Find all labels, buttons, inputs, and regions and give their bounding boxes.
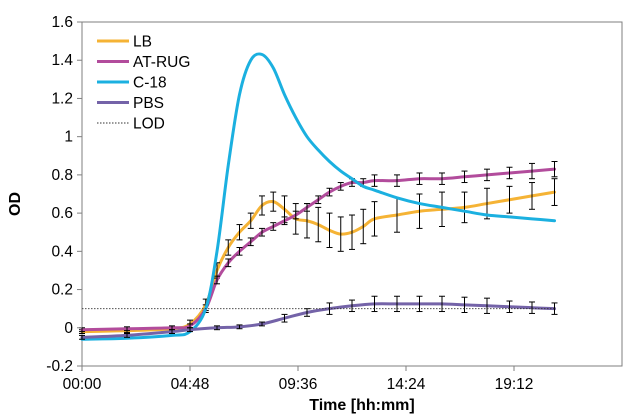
error-bar (225, 258, 232, 268)
plot-border (81, 21, 623, 367)
error-bar (371, 174, 378, 187)
error-bar (461, 296, 468, 313)
series-line-pbs (80, 302, 556, 339)
error-bar (270, 222, 277, 231)
error-bar (79, 334, 85, 340)
y-tick-label: 1.2 (51, 90, 73, 107)
plot-frame (81, 21, 623, 367)
error-bar (506, 185, 513, 214)
error-bar (349, 299, 355, 313)
error-bar (315, 195, 322, 205)
legend-label: LOD (133, 116, 165, 133)
error-bar (124, 326, 130, 332)
y-tick-label: 0.2 (51, 282, 73, 299)
error-bar (214, 325, 220, 331)
error-bar (247, 237, 254, 247)
error-bar (259, 321, 265, 327)
error-bar (551, 161, 558, 178)
error-bar (270, 191, 277, 212)
x-tick-label: 19:12 (495, 376, 534, 393)
y-axis-title: OD (7, 192, 24, 216)
error-bar (225, 239, 232, 256)
error-bar (281, 313, 288, 323)
error-bar (416, 193, 423, 229)
legend-item-pbs: PBS (97, 95, 164, 112)
error-bar (169, 329, 175, 335)
x-tick-label: 00:00 (63, 376, 102, 393)
error-bar (484, 297, 490, 314)
x-axis-title: Time [hh:mm] (309, 397, 414, 414)
error-bar (259, 195, 265, 216)
error-bar (304, 203, 310, 212)
legend-item-c-18: C-18 (97, 75, 167, 92)
y-tick-label: 1.4 (51, 52, 73, 69)
y-tick-label: 0.8 (51, 167, 73, 184)
legend: LB AT-RUG C-18 PBS LOD (97, 34, 190, 133)
error-bar (124, 333, 130, 338)
series-layer (79, 52, 558, 341)
axes-layer: -0.2 0 0.2 0.4 0.6 0.8 1 1.2 1.4 1.6 00:00 04:48 09:… (46, 14, 533, 393)
y-tick-label: 0.6 (51, 205, 73, 222)
error-bar (439, 191, 445, 227)
error-bar (371, 201, 378, 237)
legend-item-lod: LOD (97, 116, 165, 133)
series-line-c-18 (80, 52, 556, 341)
series-line-at-rug (80, 167, 556, 332)
error-bar (529, 301, 535, 314)
error-bar (259, 227, 265, 237)
error-bar (394, 174, 400, 187)
error-bar (214, 275, 220, 285)
y-tick-label: 0 (64, 320, 73, 337)
error-bar (337, 216, 344, 252)
error-bar (236, 224, 243, 241)
legend-label: PBS (133, 95, 164, 112)
error-bar (506, 300, 513, 313)
error-bar (292, 210, 299, 220)
x-tick-label: 09:36 (279, 376, 318, 393)
error-bar (529, 162, 535, 180)
legend-label: LB (133, 34, 152, 51)
error-bar (247, 212, 254, 229)
error-bar (236, 247, 243, 256)
legend-label: AT-RUG (133, 54, 190, 71)
error-bar (529, 182, 535, 210)
series-at-rug (79, 161, 558, 333)
y-tick-label: 1.6 (51, 14, 73, 31)
error-bar (484, 168, 490, 182)
error-bar (461, 191, 468, 224)
series-c-18 (80, 52, 556, 341)
x-tick-label: 14:24 (387, 376, 426, 393)
error-bar (416, 172, 423, 185)
error-bar (506, 166, 513, 180)
error-bar (551, 178, 558, 206)
series-pbs (79, 295, 558, 340)
legend-item-lb: LB (97, 34, 152, 51)
y-tick-label: -0.2 (46, 358, 73, 375)
error-bar (236, 324, 243, 330)
y-tick-label: 0.4 (51, 243, 73, 260)
error-bar (281, 216, 288, 226)
legend-label: C-18 (133, 75, 167, 92)
y-tick-label: 1 (64, 129, 73, 146)
error-bar (326, 187, 333, 197)
error-bar (439, 172, 445, 185)
error-bar (337, 182, 344, 191)
error-bar (315, 206, 322, 243)
x-tick-label: 04:48 (171, 376, 210, 393)
legend-item-at-rug: AT-RUG (97, 54, 190, 71)
error-bar (360, 208, 367, 245)
error-bar (326, 212, 333, 249)
error-bar (187, 327, 193, 333)
error-bar (349, 214, 355, 250)
error-bar (461, 170, 468, 184)
